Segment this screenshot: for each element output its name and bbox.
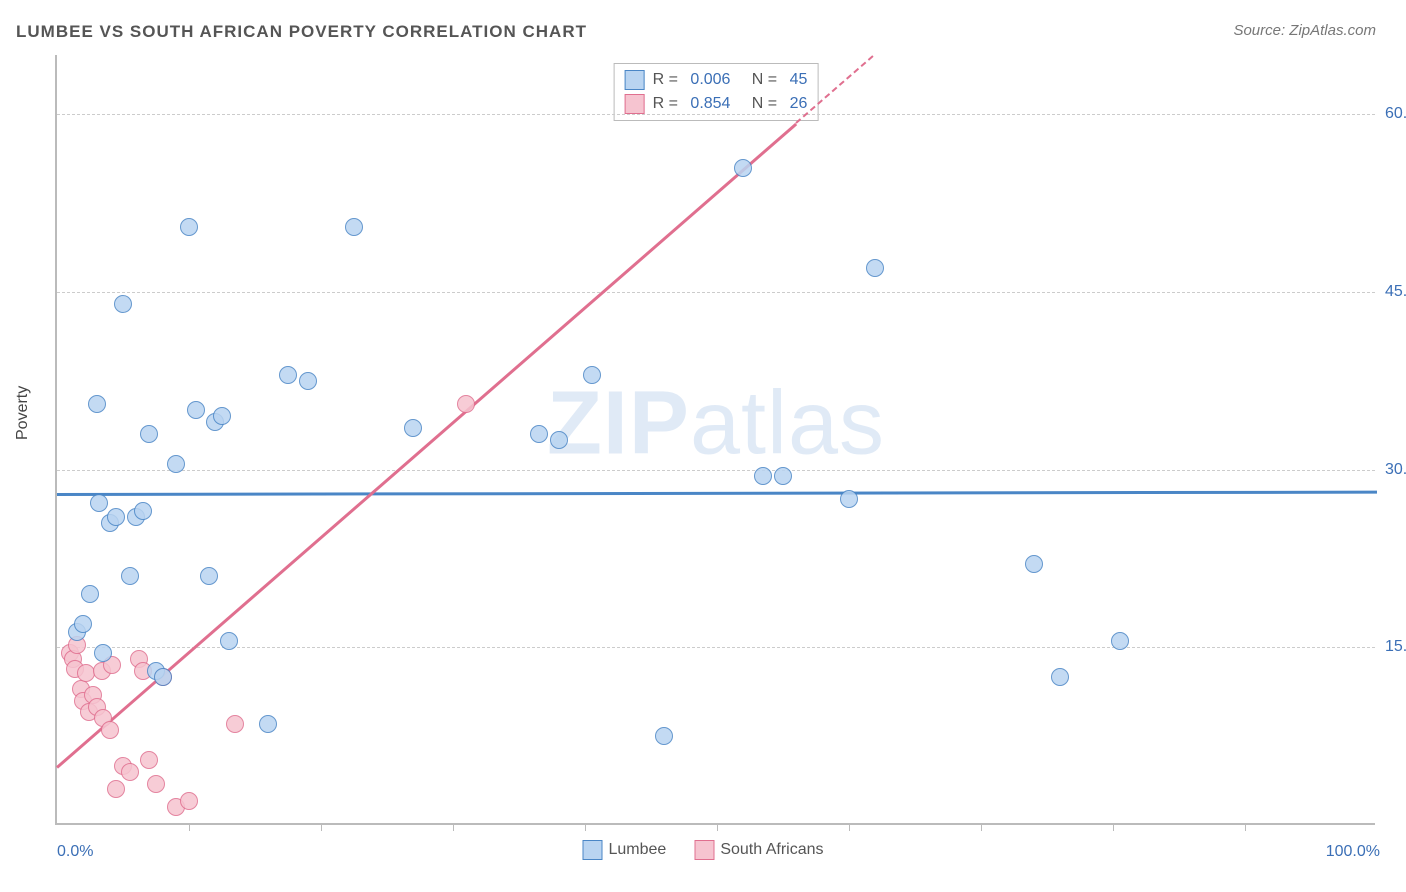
data-point: [107, 780, 125, 798]
y-tick-label: 45.0%: [1385, 283, 1406, 301]
gridline: [57, 470, 1375, 471]
data-point: [655, 727, 673, 745]
x-tick: [321, 823, 322, 831]
data-point: [140, 751, 158, 769]
data-point: [134, 502, 152, 520]
gridline: [57, 114, 1375, 115]
legend-r-label: R =: [653, 71, 683, 89]
gridline: [57, 647, 1375, 648]
legend-label: South Africans: [720, 841, 823, 858]
legend-r-value: 0.854: [690, 95, 730, 113]
data-point: [754, 467, 772, 485]
data-point: [213, 407, 231, 425]
x-tick-label: 0.0%: [57, 843, 93, 861]
legend-row: R = 0.854 N = 26: [625, 92, 808, 116]
watermark: ZIPatlas: [547, 372, 885, 475]
data-point: [154, 668, 172, 686]
data-point: [94, 644, 112, 662]
chart-container: LUMBEE VS SOUTH AFRICAN POVERTY CORRELAT…: [0, 0, 1406, 892]
legend-n-label: N =: [738, 71, 781, 89]
data-point: [107, 508, 125, 526]
data-point: [550, 431, 568, 449]
watermark-bold: ZIP: [547, 373, 690, 473]
x-tick: [453, 823, 454, 831]
data-point: [279, 366, 297, 384]
legend-n-label: N =: [738, 95, 781, 113]
correlation-legend: R = 0.006 N = 45R = 0.854 N = 26: [614, 63, 819, 121]
data-point: [583, 366, 601, 384]
x-tick: [849, 823, 850, 831]
data-point: [866, 259, 884, 277]
watermark-rest: atlas: [690, 373, 885, 473]
y-axis-label: Poverty: [14, 386, 32, 440]
data-point: [457, 395, 475, 413]
data-point: [220, 632, 238, 650]
trend-line: [57, 491, 1377, 496]
data-point: [88, 395, 106, 413]
data-point: [226, 715, 244, 733]
x-tick: [585, 823, 586, 831]
legend-r-label: R =: [653, 95, 683, 113]
data-point: [1025, 555, 1043, 573]
data-point: [121, 763, 139, 781]
x-tick: [717, 823, 718, 831]
series-legend: Lumbee South Africans: [583, 840, 824, 860]
data-point: [299, 372, 317, 390]
data-point: [840, 490, 858, 508]
data-point: [74, 615, 92, 633]
chart-title: LUMBEE VS SOUTH AFRICAN POVERTY CORRELAT…: [16, 22, 587, 42]
y-tick-label: 15.0%: [1385, 638, 1406, 656]
data-point: [114, 295, 132, 313]
legend-swatch: [694, 840, 714, 860]
data-point: [774, 467, 792, 485]
x-tick: [189, 823, 190, 831]
source-attribution: Source: ZipAtlas.com: [1233, 22, 1376, 39]
x-tick-label: 100.0%: [1326, 843, 1380, 861]
legend-label: Lumbee: [609, 841, 667, 858]
legend-r-value: 0.006: [690, 71, 730, 89]
data-point: [180, 218, 198, 236]
plot-area: ZIPatlas R = 0.006 N = 45R = 0.854 N = 2…: [55, 55, 1375, 825]
x-tick: [1113, 823, 1114, 831]
data-point: [404, 419, 422, 437]
legend-swatch: [583, 840, 603, 860]
data-point: [530, 425, 548, 443]
x-tick: [1245, 823, 1246, 831]
data-point: [121, 567, 139, 585]
data-point: [259, 715, 277, 733]
x-tick: [981, 823, 982, 831]
legend-row: R = 0.006 N = 45: [625, 68, 808, 92]
legend-item: Lumbee: [583, 840, 667, 860]
legend-n-value: 45: [790, 71, 808, 89]
data-point: [187, 401, 205, 419]
data-point: [1051, 668, 1069, 686]
legend-item: South Africans: [694, 840, 823, 860]
data-point: [140, 425, 158, 443]
data-point: [167, 455, 185, 473]
data-point: [200, 567, 218, 585]
data-point: [734, 159, 752, 177]
data-point: [81, 585, 99, 603]
legend-swatch: [625, 70, 645, 90]
y-tick-label: 30.0%: [1385, 461, 1406, 479]
data-point: [147, 775, 165, 793]
legend-swatch: [625, 94, 645, 114]
data-point: [90, 494, 108, 512]
y-tick-label: 60.0%: [1385, 105, 1406, 123]
data-point: [180, 792, 198, 810]
data-point: [1111, 632, 1129, 650]
legend-n-value: 26: [790, 95, 808, 113]
data-point: [345, 218, 363, 236]
gridline: [57, 292, 1375, 293]
data-point: [101, 721, 119, 739]
